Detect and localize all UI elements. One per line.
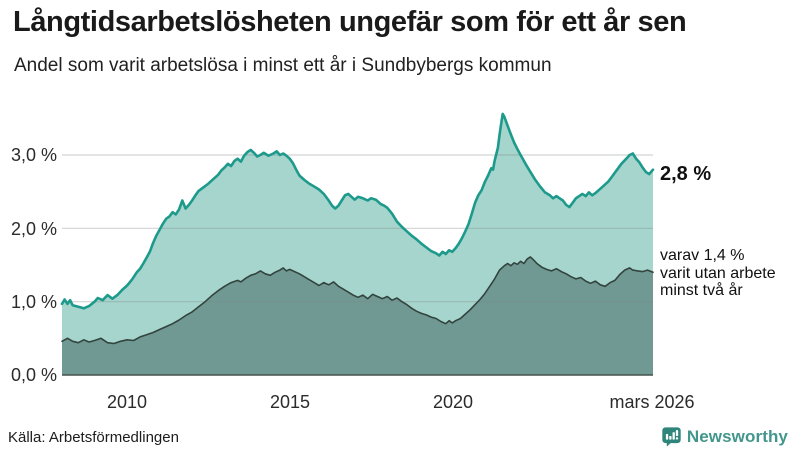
subset-area-fill xyxy=(62,256,653,375)
y-tick-3: 3,0 % xyxy=(10,145,57,165)
subset-line xyxy=(61,256,654,345)
y-tick-1: 1,0 % xyxy=(10,292,57,312)
x-tick-2010: 2010 xyxy=(106,392,148,412)
source-note: Källa: Arbetsförmedlingen xyxy=(8,429,179,446)
newsworthy-logo: Newsworthy xyxy=(661,426,788,447)
x-tick-2020: 2020 xyxy=(432,392,474,412)
newsworthy-wordmark: Newsworthy xyxy=(686,426,788,446)
page-title: Långtidsarbetslösheten ungefär som för e… xyxy=(13,6,687,38)
subset-annotation: varav 1,4 % varit utan arbete minst två … xyxy=(660,247,776,299)
y-tick-2: 2,0 % xyxy=(10,219,57,239)
y-tick-0: 0,0 % xyxy=(10,365,57,385)
x-tick-mars-2026: mars 2026 xyxy=(609,392,695,412)
x-tick-2015: 2015 xyxy=(269,392,311,412)
latest-value-label: 2,8 % xyxy=(660,163,712,185)
chart-subtitle: Andel som varit arbetslösa i minst ett å… xyxy=(14,55,552,76)
total-line xyxy=(60,112,655,310)
newsworthy-bubble-chart-icon xyxy=(662,427,681,447)
